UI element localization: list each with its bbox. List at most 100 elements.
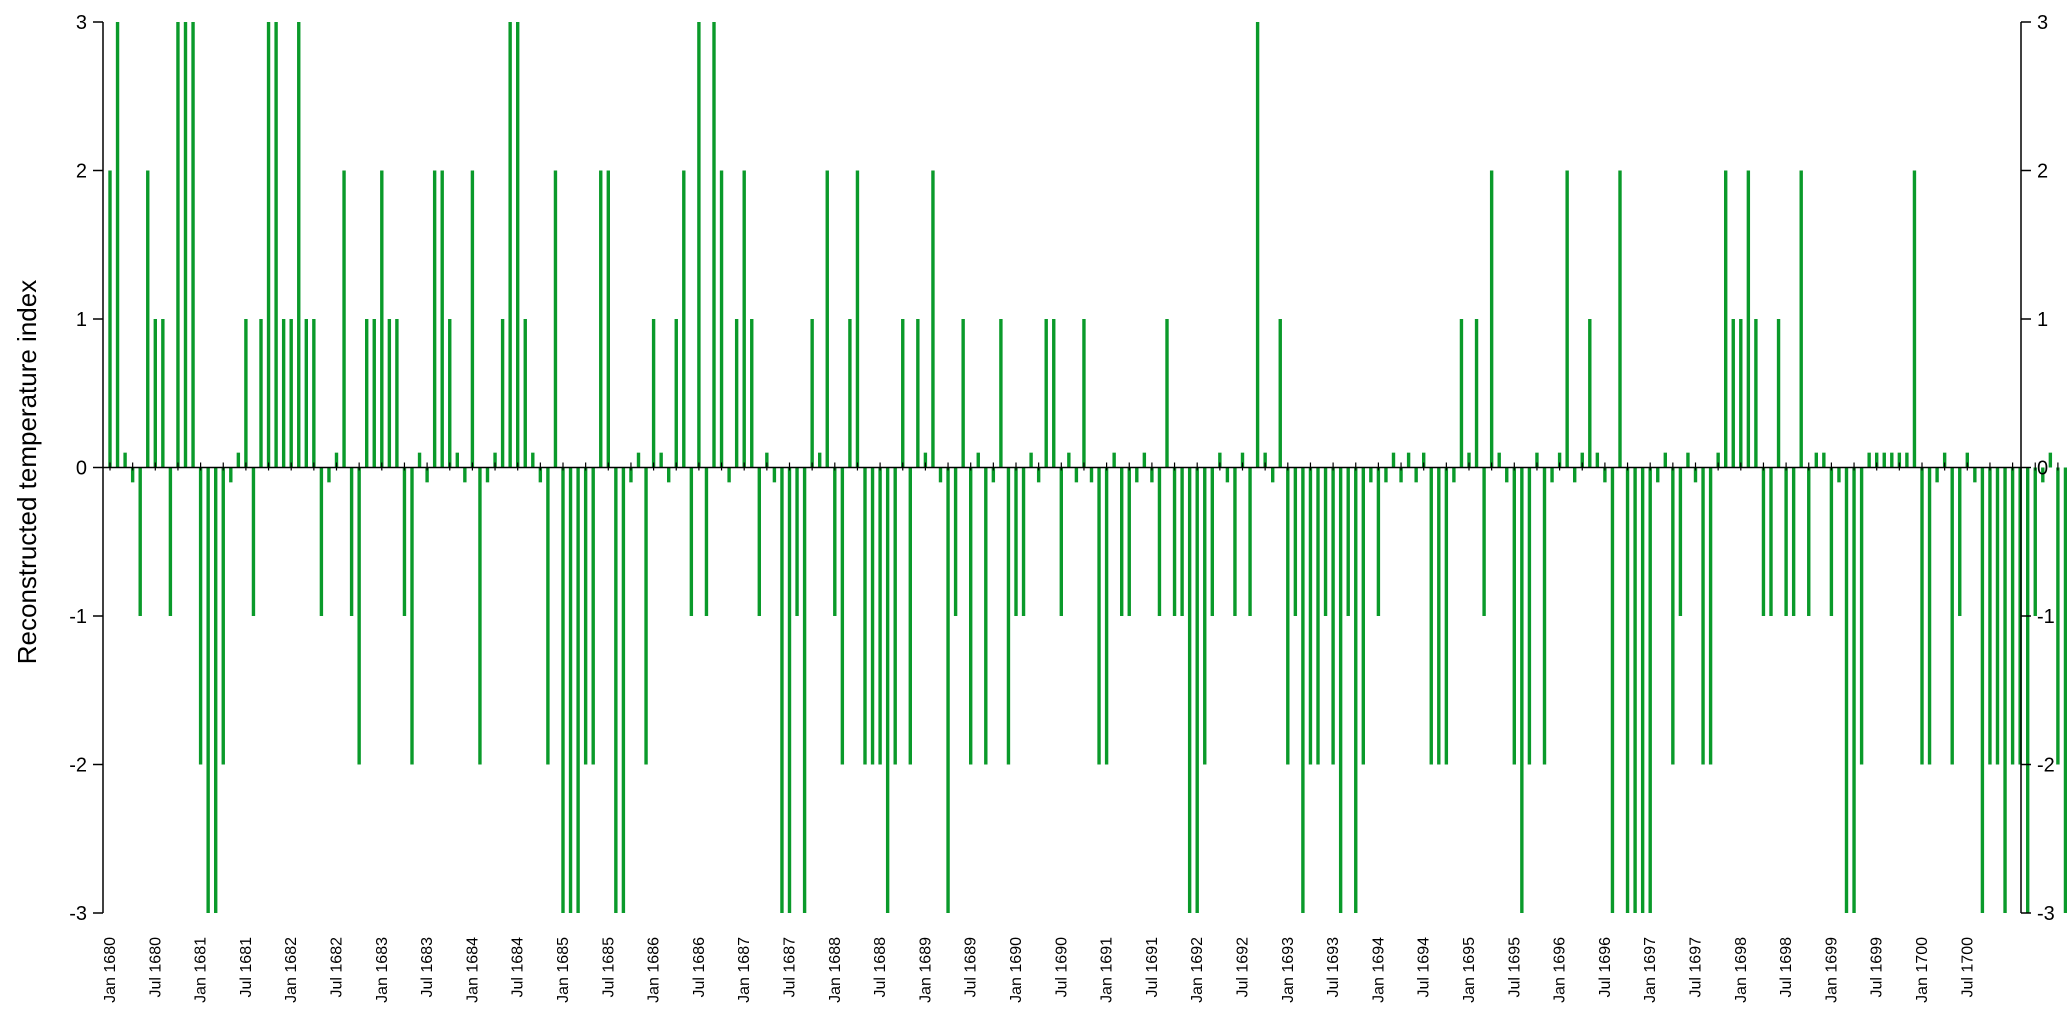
bar bbox=[1263, 452, 1267, 468]
bar bbox=[885, 467, 890, 913]
bar bbox=[765, 452, 769, 468]
bar bbox=[1950, 467, 1954, 765]
bar bbox=[387, 319, 392, 468]
bar bbox=[1527, 467, 1532, 765]
bar bbox=[946, 467, 950, 913]
bar bbox=[1248, 467, 1252, 616]
bar bbox=[697, 22, 701, 468]
bar bbox=[2033, 467, 2037, 616]
bar bbox=[2048, 452, 2053, 468]
bar bbox=[176, 22, 180, 468]
bar bbox=[1036, 467, 1041, 483]
bar bbox=[1701, 467, 1705, 765]
bar bbox=[153, 319, 157, 468]
bar bbox=[1052, 319, 1056, 468]
bar bbox=[1799, 170, 1803, 468]
bar bbox=[1671, 467, 1675, 765]
x-tick-label: Jan 1684 bbox=[464, 937, 481, 1003]
bar bbox=[546, 467, 550, 765]
bar bbox=[953, 467, 958, 616]
x-tick-label: Jul 1682 bbox=[329, 937, 346, 998]
bar bbox=[772, 467, 777, 483]
x-tick-label: Jan 1687 bbox=[736, 937, 753, 1003]
bar bbox=[236, 452, 241, 468]
bar bbox=[1187, 467, 1192, 913]
x-tick-label: Jan 1683 bbox=[374, 937, 391, 1003]
bar bbox=[1203, 467, 1207, 765]
x-tick-label: Jan 1690 bbox=[1008, 937, 1025, 1003]
bar bbox=[259, 319, 263, 468]
y-tick-label-left: 0 bbox=[76, 458, 87, 480]
bar bbox=[1316, 467, 1320, 765]
x-tick-label: Jul 1699 bbox=[1869, 937, 1886, 998]
bar bbox=[1369, 467, 1373, 483]
bar bbox=[357, 467, 361, 765]
bar bbox=[440, 170, 444, 468]
bar bbox=[1150, 467, 1154, 483]
bar bbox=[478, 467, 482, 765]
bar bbox=[1693, 467, 1698, 483]
bar bbox=[1754, 319, 1758, 468]
bar bbox=[1467, 452, 1471, 468]
bar bbox=[1784, 467, 1788, 616]
bar bbox=[855, 170, 860, 468]
x-tick-label: Jul 1688 bbox=[872, 937, 889, 998]
bar bbox=[2026, 467, 2030, 913]
bar bbox=[214, 467, 218, 913]
bar bbox=[825, 170, 829, 468]
x-tick-label: Jul 1689 bbox=[963, 937, 980, 998]
x-tick-label: Jan 1680 bbox=[102, 937, 119, 1003]
x-tick-label: Jan 1688 bbox=[827, 937, 844, 1003]
bar bbox=[1278, 319, 1282, 468]
bar bbox=[1837, 467, 1841, 483]
bar bbox=[1829, 467, 1834, 616]
bar bbox=[621, 467, 626, 913]
bar bbox=[1739, 319, 1743, 468]
bar bbox=[787, 467, 792, 913]
x-tick-label: Jul 1697 bbox=[1688, 937, 1705, 998]
bar bbox=[304, 319, 308, 468]
bar bbox=[1927, 467, 1932, 765]
bar bbox=[115, 22, 120, 468]
bar bbox=[1716, 452, 1720, 468]
bar bbox=[1120, 467, 1124, 616]
bar bbox=[1406, 452, 1411, 468]
bar bbox=[349, 467, 354, 616]
x-tick-label: Jan 1694 bbox=[1370, 937, 1387, 1003]
bar bbox=[976, 452, 980, 468]
bar bbox=[667, 467, 671, 483]
x-tick-label: Jan 1682 bbox=[283, 937, 300, 1003]
bar bbox=[1240, 452, 1245, 468]
bar bbox=[1225, 467, 1230, 483]
x-tick-label: Jan 1696 bbox=[1552, 937, 1569, 1003]
bar bbox=[274, 22, 278, 468]
bar bbox=[1474, 319, 1479, 468]
bar bbox=[531, 452, 535, 468]
bar bbox=[1980, 467, 1985, 913]
bar bbox=[2056, 467, 2060, 765]
bar bbox=[636, 452, 641, 468]
bar bbox=[999, 319, 1003, 468]
x-tick-label: Jul 1692 bbox=[1235, 937, 1252, 998]
bar bbox=[689, 467, 694, 616]
bar bbox=[1535, 452, 1539, 468]
bar bbox=[1399, 467, 1403, 483]
bar bbox=[727, 467, 731, 483]
x-tick-label: Jul 1684 bbox=[510, 937, 527, 998]
bars-group bbox=[108, 22, 2067, 913]
bar bbox=[734, 319, 739, 468]
bar bbox=[297, 22, 301, 468]
bar bbox=[448, 319, 452, 468]
bar bbox=[1346, 467, 1350, 616]
bar bbox=[561, 467, 565, 913]
bar bbox=[312, 319, 316, 468]
x-tick-label: Jul 1698 bbox=[1778, 937, 1795, 998]
bar bbox=[1844, 467, 1849, 913]
bar bbox=[1165, 319, 1169, 468]
bar bbox=[1376, 467, 1381, 616]
bar bbox=[651, 319, 656, 468]
bar bbox=[802, 467, 807, 913]
y-axis-title: Reconstructed temperature index bbox=[12, 280, 42, 664]
bar bbox=[432, 170, 437, 468]
bar bbox=[1595, 452, 1600, 468]
